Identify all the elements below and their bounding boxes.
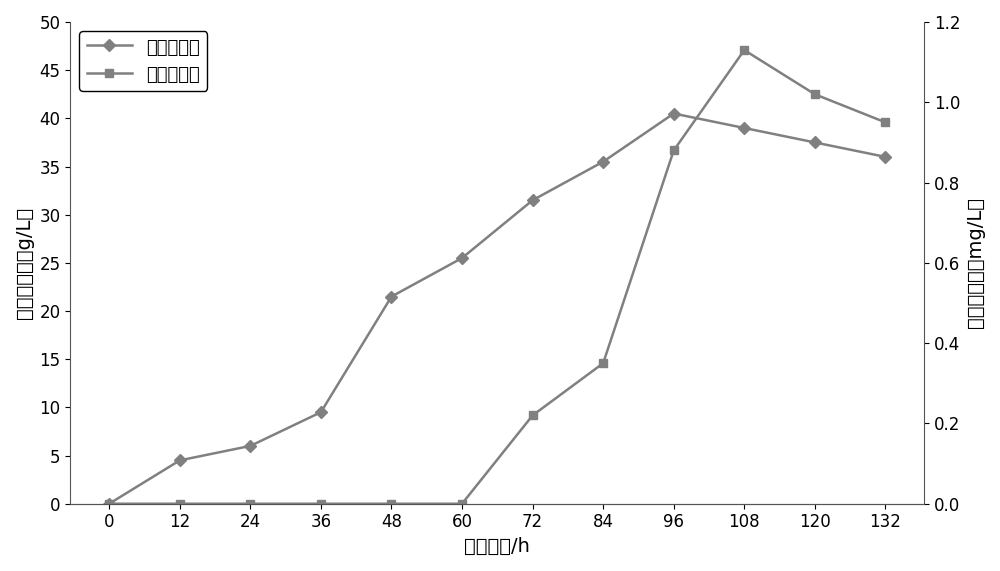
紫杉醇产量	[315, 500, 327, 507]
Line: 紫杉醇产量: 紫杉醇产量	[105, 46, 890, 508]
紫杉醇产量	[738, 47, 750, 54]
紫杉醇产量	[668, 147, 680, 154]
细胞生物量	[385, 293, 397, 300]
细胞生物量	[174, 457, 186, 464]
细胞生物量	[456, 255, 468, 262]
细胞生物量	[244, 443, 256, 449]
细胞生物量	[597, 158, 609, 165]
细胞生物量	[668, 110, 680, 117]
Legend: 细胞生物量, 紫杉醇产量: 细胞生物量, 紫杉醇产量	[79, 31, 207, 91]
细胞生物量	[738, 124, 750, 131]
紫杉醇产量	[244, 500, 256, 507]
紫杉醇产量	[809, 91, 821, 98]
Line: 细胞生物量: 细胞生物量	[105, 110, 890, 508]
Y-axis label: 细胞生物量（g/L）: 细胞生物量（g/L）	[15, 207, 34, 319]
紫杉醇产量	[456, 500, 468, 507]
X-axis label: 发酵时间/h: 发酵时间/h	[464, 537, 530, 556]
细胞生物量	[315, 409, 327, 416]
细胞生物量	[103, 500, 115, 507]
紫杉醇产量	[385, 500, 397, 507]
紫杉醇产量	[103, 500, 115, 507]
紫杉醇产量	[527, 412, 539, 419]
细胞生物量	[879, 154, 891, 160]
紫杉醇产量	[879, 119, 891, 126]
细胞生物量	[809, 139, 821, 146]
细胞生物量	[527, 197, 539, 204]
Y-axis label: 紫杉醇产量（mg/L）: 紫杉醇产量（mg/L）	[966, 198, 985, 328]
紫杉醇产量	[174, 500, 186, 507]
紫杉醇产量	[597, 360, 609, 367]
